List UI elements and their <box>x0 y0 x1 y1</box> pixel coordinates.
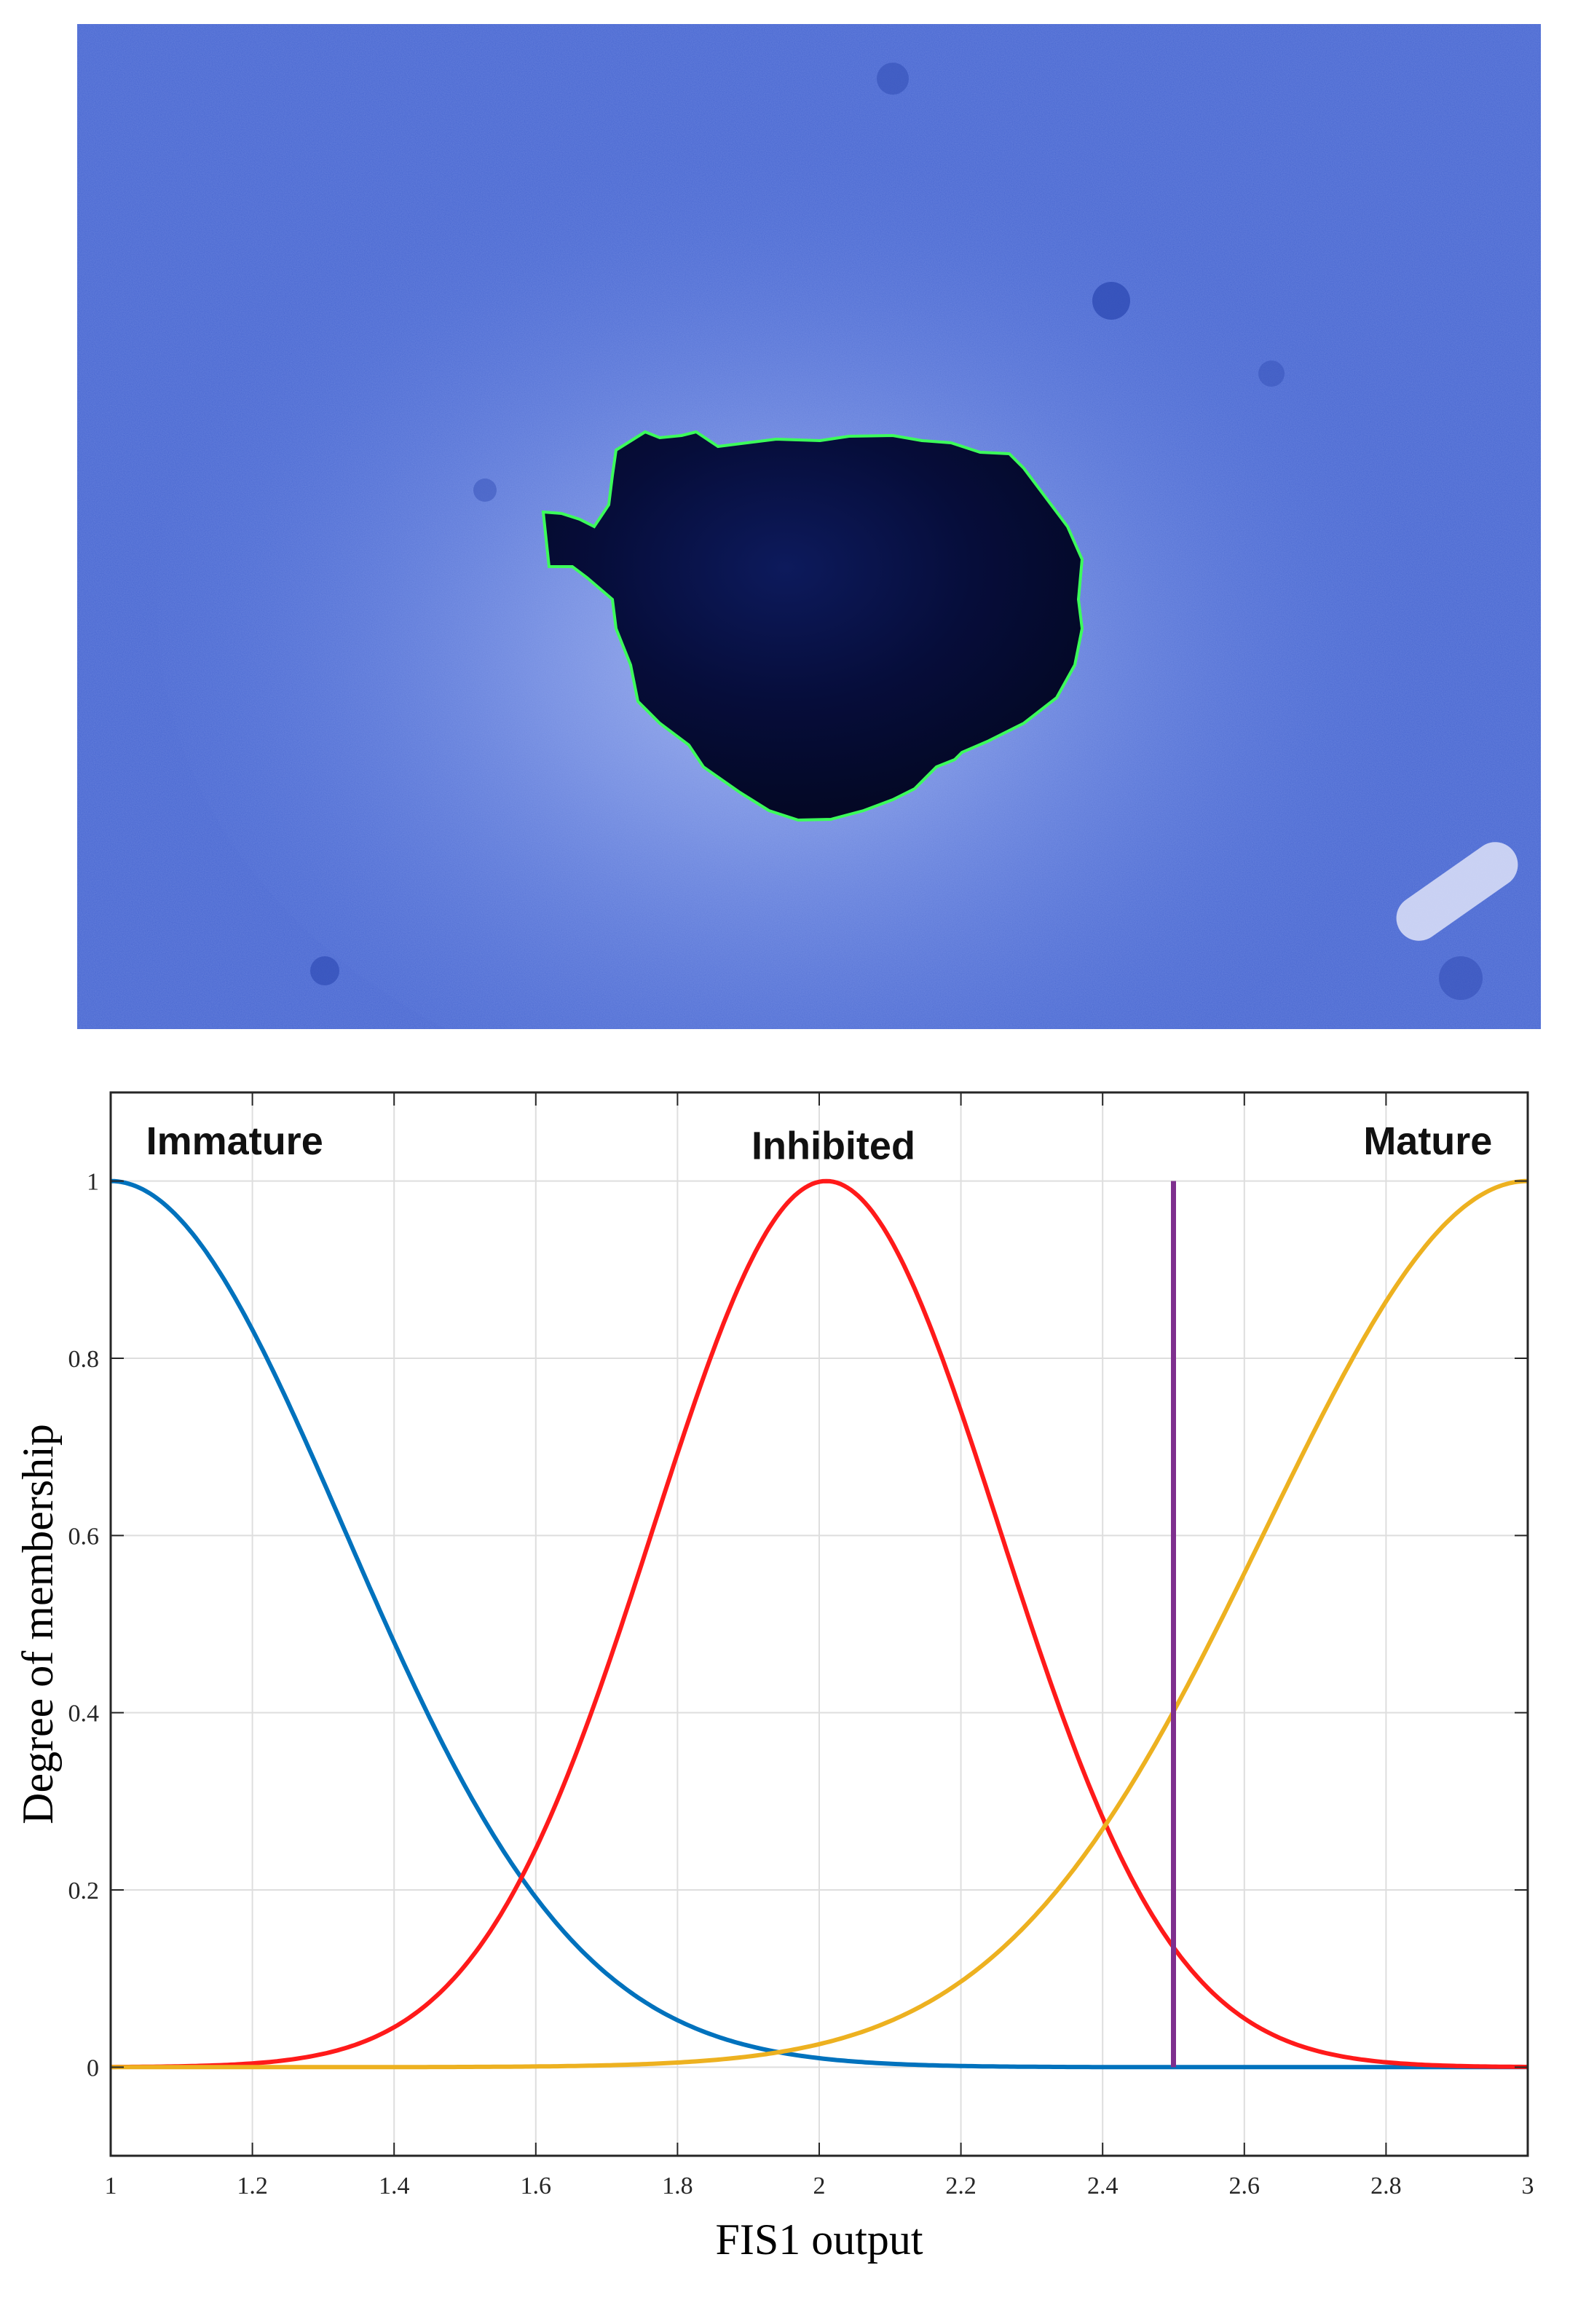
x-tick-label: 1.4 <box>379 2173 410 2199</box>
x-tick-label: 2 <box>813 2173 826 2199</box>
series-line-inhibited <box>111 1178 1528 2070</box>
grid <box>110 1092 1528 2156</box>
micrograph-icon <box>77 24 1541 1116</box>
y-tick-label: 0.2 <box>68 1878 100 1905</box>
y-tick-label: 0 <box>87 2055 99 2081</box>
curves <box>110 1178 1528 2070</box>
curve-label-mature: Mature <box>1363 1119 1492 1163</box>
artifact-mark <box>1396 842 1518 941</box>
x-axis-title: FIS1 output <box>715 2215 923 2264</box>
ticks: 1 1.2 1.4 1.6 1.8 2 2.2 2.4 2.6 2.8 3 0 0.2 0.4 0.6 0.8… <box>68 1092 1534 2199</box>
membership-chart-svg: 1 1.2 1.4 1.6 1.8 2 2.2 2.4 2.6 2.8 3 0 0.2 0.4 0.6 0.8… <box>14 1091 1534 2264</box>
y-tick-label: 1 <box>87 1169 99 1196</box>
curve-label-inhibited: Inhibited <box>751 1124 915 1167</box>
membership-chart: 1 1.2 1.4 1.6 1.8 2 2.2 2.4 2.6 2.8 3 0 0.2 0.4 0.6 0.8… <box>0 1056 1586 2320</box>
lesion-region <box>541 430 1084 822</box>
x-tick-label: 2.2 <box>945 2173 977 2199</box>
y-axis-title: Degree of membership <box>14 1424 62 1824</box>
x-tick-label: 1.8 <box>662 2173 693 2199</box>
x-tick-label: 2.8 <box>1370 2173 1402 2199</box>
y-tick-label: 0.6 <box>68 1523 100 1550</box>
y-tick-label: 0.4 <box>68 1701 100 1728</box>
micrograph-panel <box>77 24 1541 1116</box>
x-tick-label: 1.6 <box>521 2173 552 2199</box>
curve-labels: Immature Inhibited Mature <box>146 1119 1493 1167</box>
x-tick-label: 2.4 <box>1087 2173 1119 2199</box>
x-tick-label: 1 <box>105 2173 117 2199</box>
series-line-immature <box>110 1178 1528 2070</box>
series-line-mature <box>111 1178 1528 2070</box>
curve-label-immature: Immature <box>146 1119 323 1163</box>
x-tick-label: 3 <box>1522 2173 1534 2199</box>
x-tick-label: 2.6 <box>1229 2173 1260 2199</box>
y-tick-label: 0.8 <box>68 1346 100 1373</box>
x-tick-label: 1.2 <box>237 2173 268 2199</box>
